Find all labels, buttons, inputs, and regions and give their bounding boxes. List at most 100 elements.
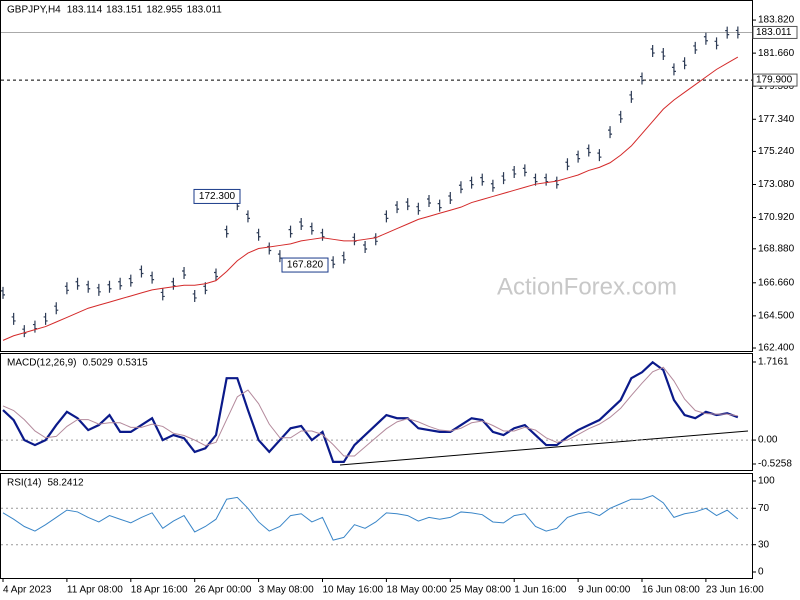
annotation-box (193, 188, 241, 204)
series-line (2, 56, 739, 341)
price-bar (341, 251, 346, 264)
y-tick-label: 181.660 (758, 48, 795, 59)
price-bar (671, 63, 676, 76)
price-bar (501, 172, 506, 185)
readout-value: 183.151 (106, 5, 143, 16)
price-bar (245, 210, 250, 223)
price-bar (395, 201, 400, 214)
price-bar (139, 265, 144, 278)
price-label: 179.900 (756, 75, 793, 86)
y-tick-label: 177.340 (758, 114, 795, 125)
price-bar (661, 48, 666, 61)
y-tick-label: 166.660 (758, 277, 795, 288)
panel-title: MACD(12,26,9) (7, 358, 76, 369)
x-tick-label: 18 Apr 16:00 (131, 585, 188, 596)
price-bar (714, 37, 719, 50)
x-tick-label: 26 Apr 00:00 (195, 585, 252, 596)
price-bar (640, 72, 644, 85)
price-bar (650, 44, 655, 57)
panel-title: RSI(14) (7, 478, 41, 489)
price-bar (703, 32, 708, 45)
price-bar (267, 242, 272, 255)
price-bar (682, 57, 687, 70)
readout-value: 183.011 (186, 5, 222, 16)
price-bar (75, 277, 80, 290)
macd-panel (0, 353, 753, 471)
price-bar (629, 90, 634, 103)
price-bar (554, 176, 559, 189)
price-label-box (752, 25, 798, 39)
x-tick-label: 3 May 08:00 (259, 585, 314, 596)
price-panel (0, 0, 753, 352)
y-tick-label: 0.00 (758, 435, 778, 446)
x-tick-label: 25 May 08:00 (450, 585, 511, 596)
price-bar (725, 26, 730, 39)
price-bar (608, 126, 613, 139)
price-bar (458, 181, 463, 194)
price-bar (150, 271, 155, 284)
y-tick-label: 164.500 (758, 311, 795, 322)
readout-value: 0.5029 (82, 358, 113, 369)
price-bar (522, 164, 527, 177)
y-tick-label: -0.5258 (758, 459, 792, 470)
price-bar (586, 144, 591, 157)
y-tick-label: 70 (758, 503, 770, 514)
price-bar (214, 268, 218, 281)
price-bar (384, 210, 389, 223)
watermark: ActionForex.com (497, 273, 677, 300)
price-bar (565, 158, 570, 171)
x-tick-label: 10 May 16:00 (323, 585, 384, 596)
price-bar (118, 277, 123, 290)
price-bar (203, 282, 208, 295)
annotation-box (281, 257, 329, 273)
price-bar (437, 199, 442, 212)
y-tick-label: 1.7161 (758, 357, 789, 368)
price-bar (533, 173, 538, 186)
x-tick-label: 9 Jun 00:00 (578, 585, 631, 596)
series-line (2, 495, 739, 541)
price-bar (299, 218, 304, 230)
x-tick-label: 11 Apr 08:00 (67, 585, 123, 596)
y-tick-label: 170.920 (758, 212, 795, 223)
price-bar (320, 228, 325, 241)
price-bar (288, 225, 293, 238)
price-bar (693, 41, 698, 54)
x-tick-label: 18 May 00:00 (386, 585, 447, 596)
y-tick-label: 0 (758, 567, 764, 578)
readout-value: 183.114 (67, 5, 103, 16)
price-bar (86, 280, 91, 293)
price-bar (192, 289, 197, 302)
price-bar (480, 173, 485, 186)
price-bar (416, 202, 421, 215)
price-bar (160, 288, 165, 301)
series-line (2, 360, 739, 464)
y-tick-label: 183.820 (758, 15, 795, 26)
x-tick-label: 4 Apr 2023 (3, 585, 52, 596)
price-bar (256, 228, 261, 241)
price-bar (576, 150, 581, 163)
x-tick-label: 1 Jun 16:00 (514, 585, 567, 596)
price-bar (544, 173, 549, 186)
price-bar (277, 250, 282, 263)
price-bar (469, 176, 474, 189)
price-bar (107, 280, 112, 293)
y-tick-label: 30 (758, 539, 770, 550)
price-label: 183.011 (756, 27, 792, 38)
annotation-label: 172.300 (199, 191, 236, 202)
price-bar (597, 149, 602, 162)
series-line (2, 366, 738, 457)
x-tick-label: 16 Jun 08:00 (642, 585, 700, 596)
rsi-panel (0, 473, 753, 579)
readout-value: 182.955 (146, 5, 183, 16)
price-bar (363, 240, 368, 253)
price-bar (11, 312, 16, 325)
price-bar (171, 277, 176, 290)
price-bar (512, 165, 517, 178)
price-bar (182, 266, 187, 279)
price-bar (128, 274, 133, 287)
price-bar (373, 233, 378, 246)
price-bar (54, 302, 59, 315)
price-bar (331, 256, 336, 269)
price-bar (224, 225, 229, 238)
